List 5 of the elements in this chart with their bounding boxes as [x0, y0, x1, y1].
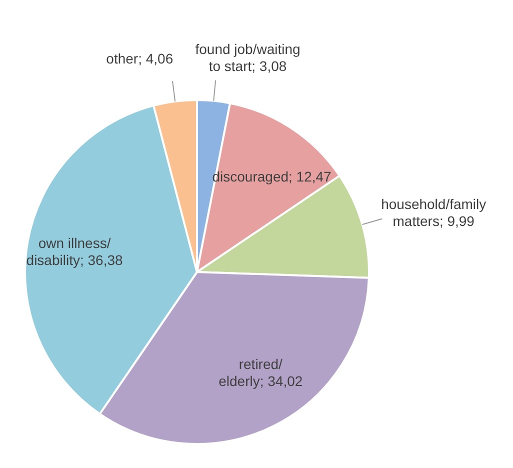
- slice-label: own illness/disability; 36,38: [26, 235, 123, 270]
- slice-label: retired/elderly; 34,02: [218, 356, 303, 390]
- slice-label: found job/waiting to start; 3,08: [195, 41, 300, 75]
- slice-label: household/family matters; 9,99: [381, 196, 486, 230]
- slice-label: other; 4,06: [106, 50, 174, 68]
